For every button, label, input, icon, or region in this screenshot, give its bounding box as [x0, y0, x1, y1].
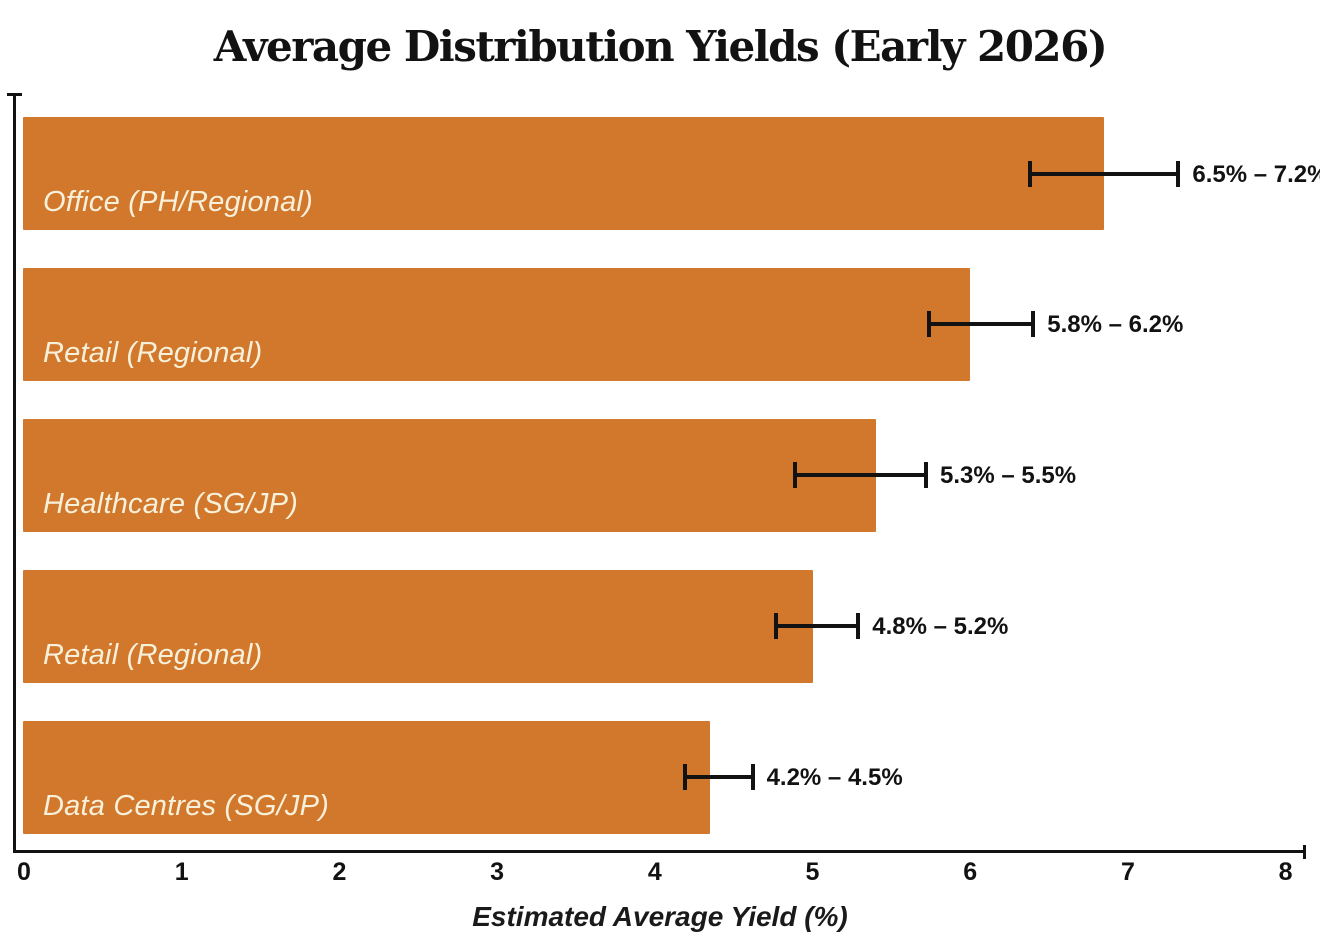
bar: Office (PH/Regional): [23, 117, 1105, 230]
x-tick-label: 1: [174, 858, 189, 886]
bar: Data Centres (SG/JP): [23, 720, 710, 834]
range-annotation: 5.3% – 5.5%: [940, 462, 1077, 490]
x-tick-label: 0: [17, 858, 31, 886]
bar: Retail (Regional): [23, 267, 971, 381]
error-bar-cap: [927, 311, 932, 338]
bar-category-label: Retail (Regional): [43, 336, 263, 369]
y-axis-top-cap: [7, 93, 22, 96]
x-tick-label: 3: [490, 858, 505, 886]
bar: Retail (Regional): [23, 569, 813, 683]
x-tick-label: 5: [805, 858, 820, 886]
error-bar-cap: [1176, 160, 1181, 187]
error-bar-line: [929, 322, 1034, 327]
x-tick-label: 7: [1120, 858, 1135, 886]
bar: Healthcare (SG/JP): [23, 418, 876, 532]
error-bar-line: [795, 473, 927, 478]
range-annotation: 5.8% – 6.2%: [1047, 311, 1184, 339]
x-tick-label: 4: [647, 858, 662, 886]
x-axis-title: Estimated Average Yield (%): [472, 901, 848, 932]
bar-category-label: Retail (Regional): [43, 638, 263, 671]
range-annotation: 4.8% – 5.2%: [872, 613, 1009, 641]
x-tick-label: 6: [963, 858, 978, 886]
error-bar-line: [684, 775, 753, 780]
bar-category-label: Data Centres (SG/JP): [43, 789, 330, 822]
x-tick-label: 2: [332, 858, 347, 886]
x-tick-label: 8: [1278, 858, 1293, 886]
error-bar-cap: [682, 764, 687, 791]
x-axis-line: [13, 850, 1306, 853]
bar-category-label: Healthcare (SG/JP): [43, 487, 299, 520]
range-annotation: 4.2% – 4.5%: [766, 764, 903, 792]
error-bar-cap: [856, 613, 861, 640]
error-bar-cap: [774, 613, 779, 640]
error-bar-cap: [1028, 160, 1033, 187]
y-axis-line: [13, 93, 16, 853]
error-bar-cap: [924, 462, 929, 489]
error-bar-cap: [793, 462, 798, 489]
error-bar-cap: [1031, 311, 1036, 338]
chart-title: Average Distribution Yields (Early 2026): [213, 22, 1108, 71]
error-bar-cap: [750, 764, 755, 791]
error-bar-line: [776, 624, 859, 629]
bar-category-label: Office (PH/Regional): [43, 186, 313, 218]
x-axis-end-cap: [1303, 845, 1306, 859]
error-bar-line: [1030, 171, 1179, 176]
range-annotation: 6.5% – 7.2%: [1192, 160, 1320, 188]
